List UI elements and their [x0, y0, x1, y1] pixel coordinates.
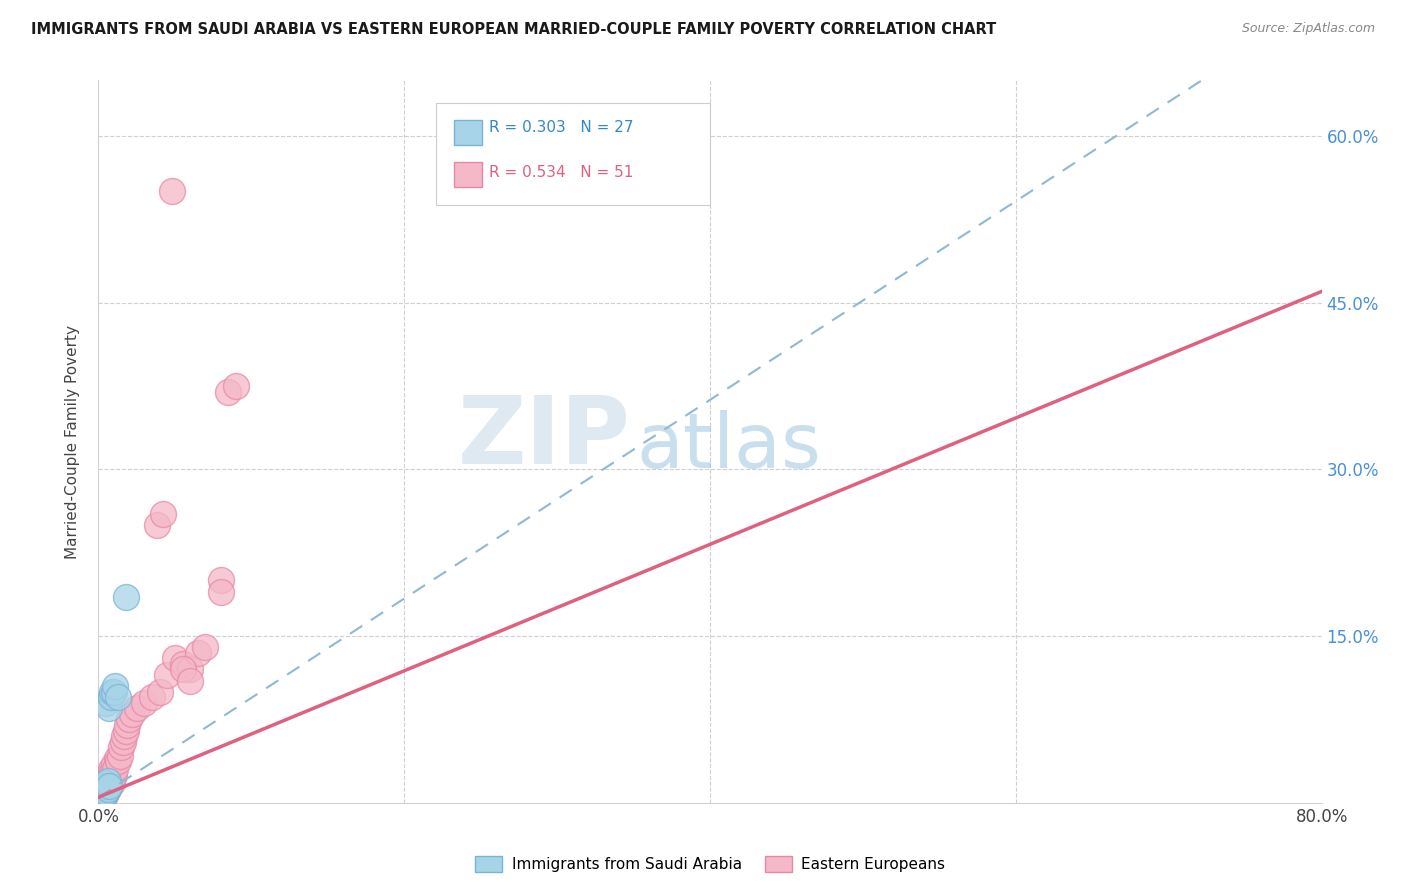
- Point: [94, 779, 117, 793]
- Point: [98, 779, 121, 793]
- Point: [141, 690, 163, 705]
- Point: [105, 751, 128, 765]
- Point: [217, 384, 239, 399]
- Point: [97, 782, 120, 797]
- Point: [94, 785, 117, 799]
- Point: [194, 640, 217, 655]
- Point: [98, 768, 121, 782]
- Point: [103, 756, 125, 771]
- Y-axis label: Married-Couple Family Poverty: Married-Couple Family Poverty: [65, 325, 80, 558]
- Point: [209, 574, 232, 588]
- Point: [98, 779, 121, 793]
- Point: [90, 792, 112, 806]
- Point: [121, 706, 143, 721]
- Point: [91, 782, 114, 797]
- Point: [97, 772, 120, 786]
- Point: [101, 764, 124, 779]
- Point: [90, 785, 112, 799]
- Point: [112, 729, 135, 743]
- Point: [97, 773, 120, 788]
- Point: [90, 788, 112, 802]
- Point: [101, 776, 124, 790]
- Point: [91, 785, 114, 799]
- Point: [98, 701, 121, 715]
- Point: [107, 690, 129, 705]
- Point: [110, 740, 132, 755]
- Point: [93, 788, 115, 802]
- Point: [89, 788, 111, 802]
- Point: [225, 379, 247, 393]
- Point: [145, 517, 167, 532]
- Point: [108, 749, 131, 764]
- Text: R = 0.534   N = 51: R = 0.534 N = 51: [489, 165, 634, 179]
- Point: [149, 684, 172, 698]
- Point: [179, 673, 201, 688]
- Point: [103, 768, 125, 782]
- Point: [118, 713, 141, 727]
- Point: [172, 662, 194, 676]
- Point: [93, 787, 115, 801]
- Point: [152, 507, 174, 521]
- Point: [89, 782, 111, 797]
- Text: atlas: atlas: [637, 410, 821, 484]
- Point: [90, 779, 112, 793]
- Point: [187, 646, 209, 660]
- Point: [89, 792, 111, 806]
- Point: [115, 723, 138, 738]
- Legend: Immigrants from Saudi Arabia, Eastern Europeans: Immigrants from Saudi Arabia, Eastern Eu…: [468, 850, 952, 879]
- Point: [101, 684, 124, 698]
- Point: [100, 690, 122, 705]
- Point: [89, 787, 111, 801]
- Point: [125, 701, 148, 715]
- Point: [94, 776, 117, 790]
- Point: [94, 696, 117, 710]
- Point: [91, 791, 114, 805]
- Point: [111, 734, 134, 748]
- Point: [93, 779, 115, 793]
- Point: [90, 790, 112, 805]
- Point: [104, 679, 127, 693]
- Point: [179, 662, 201, 676]
- Text: ZIP: ZIP: [457, 392, 630, 484]
- Point: [91, 790, 114, 805]
- Point: [91, 779, 114, 793]
- Point: [209, 584, 232, 599]
- Point: [107, 754, 129, 768]
- Point: [89, 790, 111, 805]
- Point: [94, 785, 117, 799]
- Point: [100, 773, 122, 788]
- Point: [156, 668, 179, 682]
- Point: [117, 718, 139, 732]
- Point: [103, 684, 125, 698]
- Point: [172, 657, 194, 671]
- Point: [163, 651, 186, 665]
- Point: [160, 185, 183, 199]
- Point: [134, 696, 156, 710]
- Point: [100, 763, 122, 777]
- Point: [115, 590, 138, 604]
- Point: [91, 787, 114, 801]
- Point: [104, 763, 127, 777]
- Point: [97, 782, 120, 797]
- Text: IMMIGRANTS FROM SAUDI ARABIA VS EASTERN EUROPEAN MARRIED-COUPLE FAMILY POVERTY C: IMMIGRANTS FROM SAUDI ARABIA VS EASTERN …: [31, 22, 997, 37]
- Point: [89, 792, 111, 806]
- Text: R = 0.303   N = 27: R = 0.303 N = 27: [489, 120, 634, 135]
- Point: [93, 776, 115, 790]
- Point: [90, 785, 112, 799]
- Text: Source: ZipAtlas.com: Source: ZipAtlas.com: [1241, 22, 1375, 36]
- Point: [93, 782, 115, 797]
